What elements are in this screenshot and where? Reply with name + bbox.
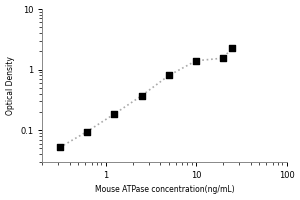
Point: [85, 130, 89, 133]
Point: [167, 74, 171, 77]
Point: [194, 59, 199, 62]
Point: [112, 112, 117, 116]
Point: [139, 94, 144, 97]
Point: [230, 46, 235, 49]
Point: [58, 146, 62, 149]
Y-axis label: Optical Density: Optical Density: [6, 56, 15, 115]
Point: [221, 56, 226, 60]
X-axis label: Mouse ATPase concentration(ng/mL): Mouse ATPase concentration(ng/mL): [94, 185, 234, 194]
